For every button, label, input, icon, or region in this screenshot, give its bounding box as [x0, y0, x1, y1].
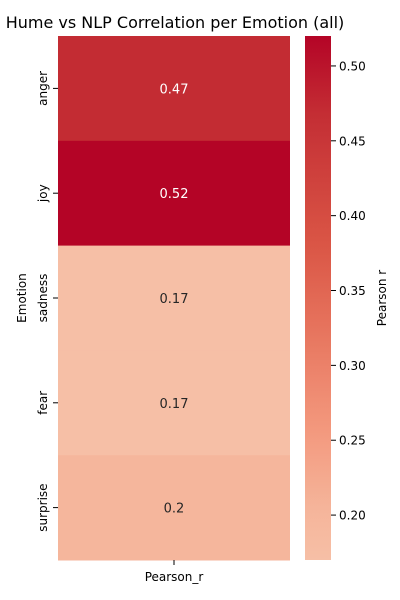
column-tick-label: Pearson_r: [145, 570, 204, 584]
cell-value-label-fear: 0.17: [160, 397, 189, 412]
heatmap-cell-sadness: [58, 245, 290, 351]
heatmap-cell-anger: [58, 36, 290, 142]
colorbar-tick-label: 0.25: [339, 434, 366, 448]
colorbar: [305, 36, 331, 560]
colorbar-tick-label: 0.30: [339, 359, 366, 373]
cell-value-label-sadness: 0.17: [160, 292, 189, 307]
colorbar-ticks: 0.20 0.25 0.30 0.35 0.40 0.45 0.50: [331, 59, 366, 523]
colorbar-tick-label: 0.35: [339, 284, 366, 298]
cell-value-label-anger: 0.47: [160, 82, 189, 97]
heatmap-cell-labels: 0.47 0.52 0.17 0.17 0.2: [160, 82, 189, 516]
heatmap-cell-fear: [58, 350, 290, 456]
row-tick-label-fear: fear: [36, 391, 50, 415]
column-tick-labels: Pearson_r: [145, 560, 204, 584]
heatmap-cells: [58, 36, 290, 561]
chart-title: Hume vs NLP Correlation per Emotion (all…: [6, 13, 345, 32]
row-tick-label-anger: anger: [36, 71, 50, 106]
colorbar-tick-label: 0.20: [339, 509, 366, 523]
colorbar-tick-label: 0.40: [339, 209, 366, 223]
colorbar-tick-label: 0.45: [339, 134, 366, 148]
heatmap-cell-surprise: [58, 455, 290, 561]
y-axis-label: Emotion: [15, 273, 29, 323]
heatmap-cell-joy: [58, 140, 290, 247]
row-tick-label-surprise: surprise: [36, 483, 50, 531]
cell-value-label-joy: 0.52: [160, 187, 189, 202]
row-tick-label-joy: joy: [36, 184, 50, 203]
row-tick-labels: anger joy sadness fear surprise: [36, 71, 58, 532]
colorbar-tick-label: 0.50: [339, 59, 366, 73]
cell-value-label-surprise: 0.2: [164, 502, 185, 517]
colorbar-label: Pearson r: [375, 270, 389, 326]
row-tick-label-sadness: sadness: [36, 274, 50, 323]
